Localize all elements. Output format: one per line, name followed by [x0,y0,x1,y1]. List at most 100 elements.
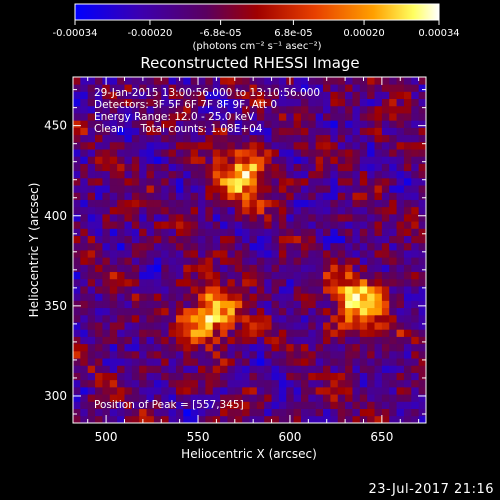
y-tick-label: 400 [44,209,67,223]
heatmap-cell [124,91,133,100]
heatmap-cell [381,192,390,200]
heatmap-cell [396,228,405,236]
heatmap-cell [227,408,236,417]
heatmap-cell [161,415,169,423]
heatmap-cell [131,343,140,352]
heatmap-cell [256,343,265,352]
heatmap-cell [139,163,147,172]
heatmap-cell [256,149,265,157]
heatmap-cell [109,322,118,330]
heatmap-cell [80,415,89,423]
heatmap-cell [308,199,317,208]
heatmap-cell [345,98,353,107]
heatmap-cell [418,372,426,381]
heatmap-cell [337,314,346,323]
heatmap-cell [131,401,140,409]
heatmap-cell [80,250,89,258]
heatmap-cell [161,177,169,186]
heatmap-cell [153,242,162,251]
heatmap-cell [396,105,405,114]
heatmap-cell [220,120,228,128]
heatmap-cell [249,98,258,107]
heatmap-cell [212,379,221,388]
heatmap-cell [256,84,265,92]
heatmap-cell [146,329,155,337]
heatmap-cell [411,365,420,373]
heatmap-cell [315,264,324,273]
heatmap-cell [256,213,265,222]
heatmap-cell [337,228,346,236]
heatmap-cell [139,170,147,179]
heatmap-cell [374,141,383,150]
heatmap-cell [168,235,177,244]
heatmap-cell [300,314,309,323]
heatmap-cell [249,257,258,265]
heatmap-cell [168,185,177,193]
heatmap-cell [264,156,272,164]
heatmap-cell [293,408,302,417]
heatmap-cell [345,329,353,337]
heatmap-cell [183,127,192,136]
heatmap-cell [161,379,169,388]
heatmap-cell [117,278,125,287]
heatmap-cell [403,156,412,164]
heatmap-cell [418,235,426,244]
heatmap-cell [183,199,192,208]
heatmap-cell [117,228,125,236]
heatmap-cell [242,77,250,85]
heatmap-cell [80,300,89,309]
heatmap-cell [359,185,368,193]
heatmap-cell [183,278,192,287]
heatmap-cell [264,77,272,85]
heatmap-cell [367,235,375,244]
heatmap-cell [131,322,140,330]
heatmap-cell [330,98,339,107]
heatmap-cell [271,350,280,359]
heatmap-cell [175,177,184,186]
heatmap-cell [168,134,177,143]
heatmap-cell [242,394,250,402]
heatmap-cell [352,343,361,352]
heatmap-cell [117,127,125,136]
heatmap-cell [367,372,375,381]
heatmap-cell [345,192,353,200]
heatmap-cell [300,213,309,222]
heatmap-cell [286,264,295,273]
heatmap-cell [87,141,96,150]
heatmap-cell [168,372,177,381]
heatmap-cell [389,127,397,136]
heatmap-cell [183,185,192,193]
heatmap-cell [411,177,420,186]
heatmap-cell [234,365,243,373]
heatmap-cell [396,293,405,301]
heatmap-cell [264,98,272,107]
heatmap-cell [146,358,155,366]
heatmap-cell [315,372,324,381]
heatmap-cell [146,293,155,301]
heatmap-cell [264,163,272,172]
heatmap-cell [227,350,236,359]
annotation-detectors: Detectors: 3F 5F 6F 7F 8F 9F, Att 0 [94,99,277,111]
heatmap-cell [95,120,103,128]
heatmap-cell [161,365,169,373]
heatmap-cell [73,365,81,373]
heatmap-cell [102,84,111,92]
heatmap-cell [337,149,346,157]
heatmap-cell [411,113,420,121]
heatmap-cell [190,293,199,301]
heatmap-cell [183,134,192,143]
heatmap-cell [139,271,147,280]
heatmap-cell [403,343,412,352]
heatmap-cell [220,257,228,265]
colorbar [74,3,440,21]
heatmap-cell [418,401,426,409]
heatmap-cell [403,77,412,85]
heatmap-cell [153,415,162,423]
heatmap-cell [403,322,412,330]
heatmap-cell [242,329,250,337]
heatmap-cell [256,372,265,381]
heatmap-cell [345,134,353,143]
heatmap-cell [300,228,309,236]
heatmap-cell [102,401,111,409]
heatmap-cell [139,379,147,388]
